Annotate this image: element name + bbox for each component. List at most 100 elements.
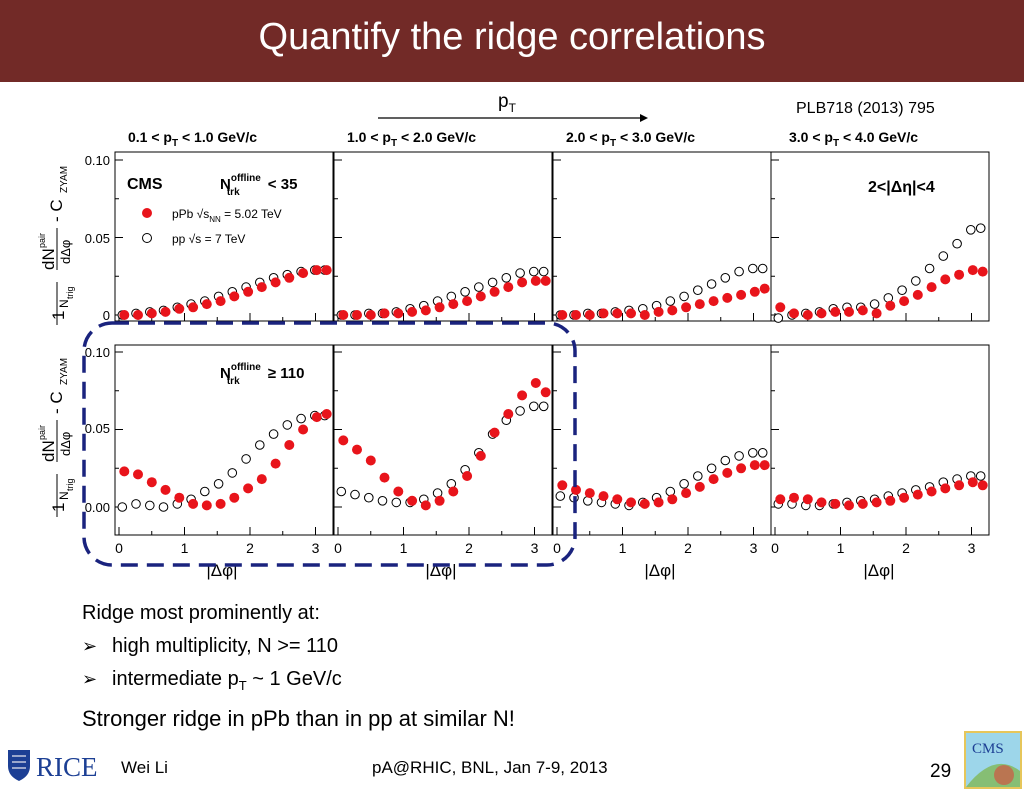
ppb-point bbox=[926, 282, 937, 293]
ppb-point bbox=[653, 306, 664, 317]
svg-text:dΔφ: dΔφ bbox=[58, 240, 73, 264]
ppb-point bbox=[540, 275, 551, 286]
ppb-point bbox=[284, 440, 295, 450]
pp-point bbox=[515, 268, 525, 278]
ppb-point bbox=[681, 302, 692, 313]
ppb-point bbox=[434, 495, 445, 506]
column-header-4: 3.0 < pT < 4.0 GeV/c bbox=[789, 129, 918, 149]
ppb-point bbox=[598, 491, 609, 502]
ppb-point bbox=[871, 308, 882, 319]
y-tick-row1-010: 0.10 bbox=[85, 153, 110, 168]
bullet-2: ➢ intermediate pT ~ 1 GeV/c bbox=[82, 663, 342, 696]
ppb-point bbox=[475, 450, 486, 461]
ppb-point bbox=[229, 291, 240, 302]
pp-point bbox=[869, 299, 880, 309]
svg-text:ZYAM: ZYAM bbox=[59, 166, 70, 193]
ppb-point bbox=[722, 292, 733, 303]
pp-point bbox=[679, 479, 689, 489]
ppb-point bbox=[321, 409, 332, 419]
x-tick-label: 2 bbox=[465, 540, 473, 556]
ppb-point bbox=[789, 308, 799, 319]
svg-text:ZYAM: ZYAM bbox=[59, 358, 70, 385]
ppb-point bbox=[775, 302, 786, 313]
ppb-point bbox=[489, 427, 500, 438]
pp-point bbox=[200, 486, 210, 497]
ppb-point bbox=[759, 283, 770, 294]
ppb-point bbox=[188, 302, 199, 313]
footer-event: pA@RHIC, BNL, Jan 7-9, 2013 bbox=[372, 758, 608, 777]
ppb-point bbox=[119, 310, 130, 320]
y-tick-row2-000: 0.00 bbox=[85, 500, 110, 515]
ppb-point bbox=[420, 305, 431, 316]
ppb-point bbox=[912, 289, 923, 300]
ppb-point bbox=[462, 296, 473, 307]
svg-text:1: 1 bbox=[49, 311, 68, 320]
ppb-point bbox=[749, 286, 760, 297]
pp-point bbox=[529, 266, 539, 277]
panel-frame-r2-c1 bbox=[114, 344, 334, 536]
ppb-point bbox=[146, 308, 157, 319]
x-tick-label: 1 bbox=[837, 540, 845, 556]
legend-pp: pp √s = 7 TeV bbox=[172, 232, 245, 246]
x-axis-label-3: |Δφ| bbox=[644, 561, 675, 580]
pp-point bbox=[734, 266, 744, 277]
page-number: 29 bbox=[930, 761, 952, 782]
pp-point bbox=[538, 401, 549, 412]
pp-point bbox=[391, 497, 402, 508]
pp-point bbox=[897, 285, 907, 296]
ppb-point bbox=[475, 291, 486, 302]
ppb-point bbox=[912, 489, 923, 500]
pp-point bbox=[938, 251, 949, 261]
svg-text:trig: trig bbox=[65, 286, 75, 299]
pp-point bbox=[474, 282, 484, 292]
pp-point bbox=[117, 502, 128, 512]
x-tick-label: 3 bbox=[312, 540, 320, 556]
ppb-point bbox=[639, 310, 650, 320]
ppb-point bbox=[146, 477, 157, 488]
pp-point bbox=[501, 273, 512, 283]
x-tick-label: 2 bbox=[684, 540, 692, 556]
multiplicity-low-label: Noffline trk < 35 bbox=[220, 173, 297, 198]
ppb-point bbox=[775, 494, 786, 505]
x-tick-label: 3 bbox=[531, 540, 539, 556]
legend-ppb-marker bbox=[142, 208, 152, 218]
ppb-point bbox=[270, 277, 281, 288]
ppb-point bbox=[365, 310, 376, 320]
ppb-point bbox=[530, 275, 541, 286]
pp-point bbox=[241, 454, 251, 464]
ppb-point bbox=[626, 308, 636, 319]
ppb-point bbox=[857, 305, 868, 316]
pp-point bbox=[706, 279, 717, 289]
eta-cut-label: 2<|Δη|<4 bbox=[868, 179, 935, 196]
ppb-point bbox=[270, 458, 281, 469]
ppb-point bbox=[844, 306, 854, 317]
ppb-point bbox=[977, 266, 988, 277]
ppb-point bbox=[830, 306, 841, 317]
y-tick-row1-005: 0.05 bbox=[85, 231, 110, 246]
pp-point bbox=[748, 263, 758, 274]
pp-point bbox=[952, 238, 962, 249]
ppb-point bbox=[612, 494, 623, 505]
ppb-point bbox=[338, 310, 349, 320]
ppb-point bbox=[626, 497, 636, 508]
ppb-point bbox=[940, 483, 951, 494]
pp-point bbox=[282, 420, 293, 430]
svg-text:dN: dN bbox=[39, 440, 58, 462]
ppb-point bbox=[708, 474, 719, 485]
pp-point bbox=[911, 276, 921, 286]
ppb-point bbox=[736, 463, 747, 474]
svg-text:CMS: CMS bbox=[972, 741, 1004, 757]
y-tick-row2-005: 0.05 bbox=[85, 421, 110, 436]
column-header-1: 0.1 < pT < 1.0 GeV/c bbox=[128, 129, 257, 149]
ppb-point bbox=[871, 497, 882, 508]
ppb-point bbox=[174, 303, 185, 314]
ppb-point bbox=[407, 495, 418, 506]
chart-frames bbox=[114, 151, 990, 536]
ppb-point bbox=[284, 272, 295, 283]
ppb-point bbox=[174, 492, 185, 503]
pp-point bbox=[336, 486, 347, 497]
pp-point bbox=[975, 471, 986, 481]
